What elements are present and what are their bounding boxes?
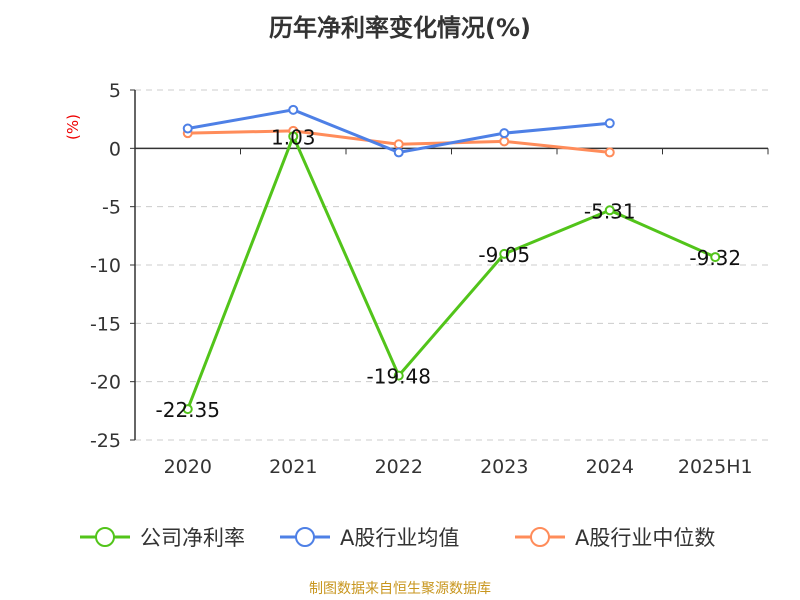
y-tick-label: -20 [90,372,121,394]
x-tick-label: 2020 [164,456,212,478]
data-point [710,252,721,263]
y-axis-label: (%) [64,114,82,140]
x-tick-label: 2025H1 [678,456,753,478]
data-label: -22.35 [156,398,220,422]
y-tick-label: -5 [102,197,121,219]
series-line [186,132,716,410]
legend-label: 公司净利率 [140,526,245,550]
legend-marker [530,527,550,547]
data-label: 1.03 [271,125,316,149]
legend-marker [295,527,315,547]
legend-marker [95,527,115,547]
y-tick-label: -10 [90,255,121,277]
data-point [499,136,510,147]
chart-title: 历年净利率变化情况(%) [269,14,531,42]
data-point [604,118,615,129]
legend-label: A股行业均值 [340,526,459,550]
x-tick-label: 2024 [586,456,634,478]
data-point [182,404,193,415]
data-point [499,128,510,139]
data-point [604,205,615,216]
data-label: -9.32 [689,246,741,270]
x-tick-label: 2021 [269,456,317,478]
x-tick-label: 2022 [375,456,423,478]
legend-label: A股行业中位数 [575,526,715,550]
y-tick-label: 5 [109,80,121,102]
data-point [393,147,404,158]
x-tick-label: 2023 [480,456,528,478]
data-point [499,248,510,259]
data-point [182,123,193,134]
data-point [393,139,404,150]
data-label: -9.05 [478,243,530,267]
source-note: 制图数据来自恒生聚源数据库 [309,581,491,597]
y-tick-label: 0 [109,138,121,160]
y-tick-label: -25 [90,430,121,452]
data-point [288,104,299,115]
data-label: -19.48 [367,365,431,389]
data-point [393,370,404,381]
y-tick-label: -15 [90,313,121,335]
data-label: -5.31 [584,199,636,223]
data-point [288,131,299,142]
data-point [604,147,615,158]
